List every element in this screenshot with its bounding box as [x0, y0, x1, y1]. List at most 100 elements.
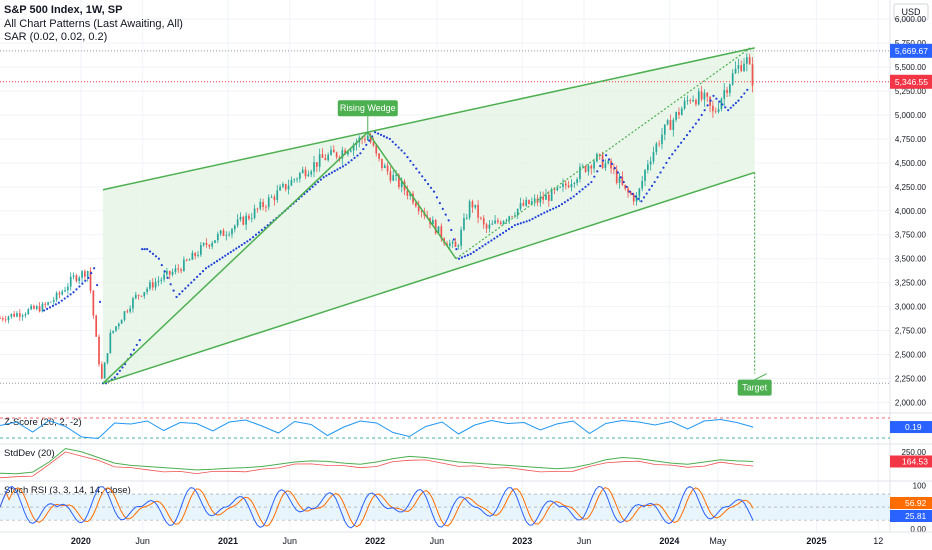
candle-body [225, 235, 228, 236]
sar-dot [146, 248, 149, 251]
candle-body [183, 259, 185, 272]
zscore-pane[interactable]: Z-Score (20, 2, -2) 0.19 [0, 412, 932, 440]
sar-dot [510, 225, 514, 229]
legend-patterns[interactable]: All Chart Patterns (Last Awaiting, All) [4, 18, 183, 30]
candle-body [67, 286, 69, 291]
sar-dot [403, 152, 406, 155]
candle-body [703, 92, 706, 100]
candle-body [474, 204, 477, 208]
sar-dot [175, 295, 178, 299]
current-price-badge-text: 5,346.55 [895, 77, 928, 87]
sar-dot [339, 166, 342, 170]
sar-dot [333, 169, 336, 173]
time-axis[interactable]: 2020 Jun 2021 Jun 2022 Jun 2023 Jun 2024 May 2025 1… [0, 531, 932, 546]
time-tick-label: 2020 [71, 536, 91, 546]
price-tick-label: 4,500.00 [895, 159, 927, 168]
sar-dot [322, 176, 325, 179]
candle-body [516, 208, 519, 216]
sar-dot [248, 238, 252, 241]
sar-dot [668, 156, 671, 160]
price-badges: 5,669.67 5,346.55 [890, 43, 932, 89]
sar-dot [379, 133, 383, 137]
legend-sar[interactable]: SAR (0.02, 0.02, 0.2) [4, 31, 107, 43]
candle-body [200, 245, 202, 255]
price-tick-label: 5,250.00 [895, 87, 927, 96]
price-tick-label: 2,000.00 [895, 398, 927, 407]
candle-body [163, 274, 165, 280]
sar-dot [665, 161, 668, 164]
sar-dot [737, 99, 740, 102]
candle-body [440, 226, 443, 239]
candle-body [522, 203, 525, 206]
sar-dot [409, 159, 412, 163]
sar-dot [193, 278, 196, 281]
sar-dot [703, 109, 706, 112]
candle-body [310, 171, 313, 175]
main-price-pane[interactable]: Rising Wedge Target [0, 0, 890, 532]
candle-body [205, 243, 208, 245]
sar-dot [356, 154, 359, 157]
candle-body [539, 196, 542, 203]
candle-body [231, 229, 233, 235]
candle-body [632, 194, 635, 202]
candle-body [276, 190, 279, 201]
candle-body [0, 318, 1, 319]
price-axis[interactable]: USD 2,000.00 2,250.00 2,500.00 2,750.00 3,00… [889, 0, 932, 532]
candle-body [304, 169, 307, 177]
wedge-upper-line [102, 47, 755, 191]
price-tick-label: 4,750.00 [895, 135, 927, 144]
candle-body [301, 169, 304, 174]
sar-dot [460, 256, 464, 259]
sar-dot [235, 247, 238, 250]
candle-body [290, 179, 293, 186]
sar-dot [336, 168, 339, 171]
candle-body [695, 99, 697, 105]
candle-body [13, 313, 15, 317]
legend-symbol[interactable]: S&P 500 Index, 1W, SP [4, 4, 122, 16]
candle-body [50, 301, 52, 303]
candle-body [89, 271, 92, 291]
candle-body [723, 90, 726, 99]
candle-body [55, 292, 58, 300]
candle-body [383, 165, 386, 168]
candles [0, 53, 754, 380]
sar-dot [160, 263, 163, 267]
sar-dot [575, 192, 578, 196]
candle-body [700, 91, 703, 100]
sar-dot [569, 197, 572, 200]
sar-dot [584, 185, 587, 188]
sar-dot [537, 214, 540, 217]
sar-dot [727, 109, 730, 112]
candle-body [488, 224, 491, 229]
sar-dot [121, 366, 124, 369]
candle-body [78, 277, 81, 281]
sar-dot [484, 243, 487, 246]
stoch-rsi-pane[interactable]: Stoch RSI (3, 3, 14, 14, close) 100 0.00 56… [0, 480, 932, 534]
sar-dot [424, 179, 427, 182]
sar-dot [154, 255, 158, 258]
candle-body [576, 179, 578, 183]
candle-body [208, 244, 211, 247]
sar-dot [504, 229, 508, 233]
candle-body [590, 165, 593, 169]
candle-body [140, 295, 143, 297]
zscore-value-badge [890, 421, 932, 434]
candle-body [417, 206, 420, 212]
candle-body [731, 73, 734, 85]
sar-dot [84, 279, 87, 282]
sar-dot [496, 235, 499, 238]
currency-box[interactable] [893, 3, 929, 21]
candle-body [259, 201, 262, 209]
sar-dot [715, 97, 718, 100]
candle-body [267, 197, 270, 208]
candle-body [18, 313, 21, 317]
sar-dot [718, 100, 721, 103]
sar-dot [246, 240, 249, 243]
sar-dot [257, 231, 261, 234]
candle-body [364, 138, 366, 141]
sar-dot [63, 297, 66, 300]
sar-dot [172, 289, 175, 292]
candle-body [69, 276, 72, 287]
